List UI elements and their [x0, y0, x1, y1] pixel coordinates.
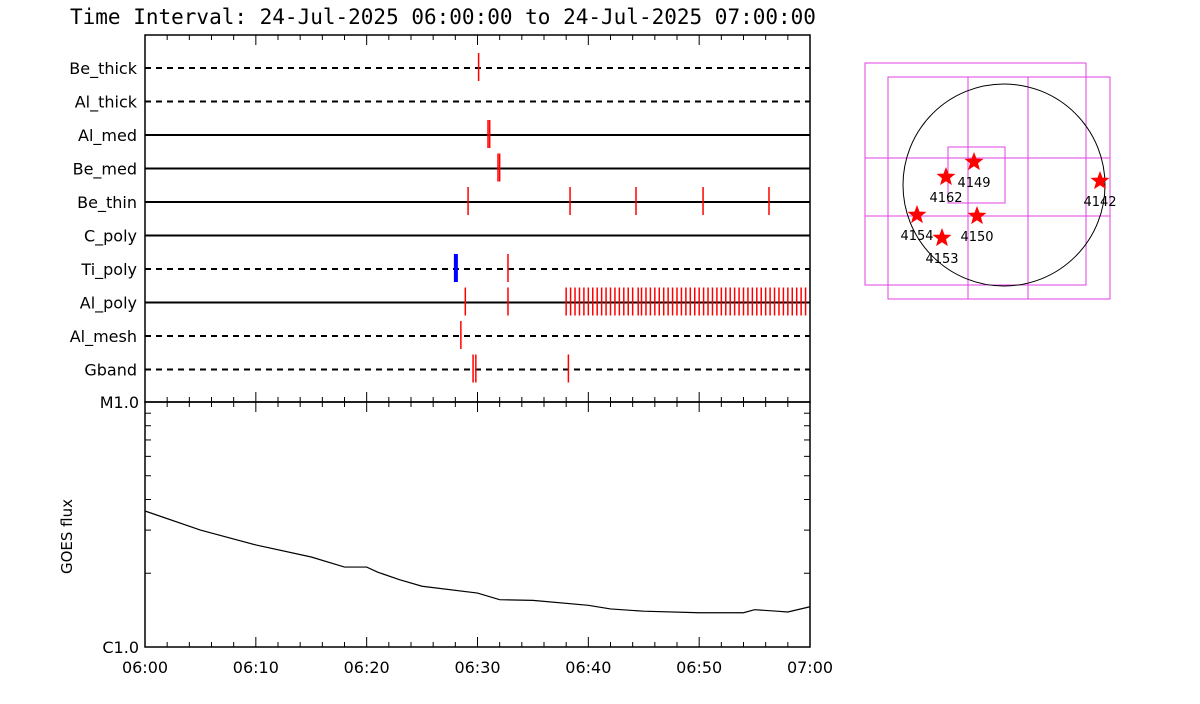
region-star [932, 228, 952, 247]
x-tick-label: 07:00 [787, 658, 833, 677]
x-tick-label: 06:10 [233, 658, 279, 677]
row-label: Al_med [78, 126, 137, 146]
row-label: Gband [84, 361, 137, 380]
row-label: C_poly [84, 227, 137, 247]
plot-frame [144, 34, 811, 403]
row-label: Al_mesh [70, 327, 137, 347]
y-tick-label: C1.0 [102, 638, 139, 657]
x-tick-label: 06:20 [344, 658, 390, 677]
region-label: 4142 [1083, 195, 1116, 210]
sun-map [864, 62, 1111, 300]
y-axis-label: GOES flux [58, 499, 76, 574]
solar-limb [902, 83, 1106, 287]
plot-frame [144, 401, 811, 648]
fov-box [864, 62, 1087, 286]
x-tick-label: 06:50 [676, 658, 722, 677]
region-label: 4153 [925, 252, 958, 267]
chart-title: Time Interval: 24-Jul-2025 06:00:00 to 2… [70, 5, 816, 29]
region-star [967, 206, 987, 225]
row-label: Be_thin [77, 193, 137, 213]
region-label: 4154 [900, 229, 933, 244]
region-star [1090, 171, 1110, 190]
goes-line [144, 510, 811, 614]
x-tick-label: 06:30 [454, 658, 500, 677]
y-tick-label: M1.0 [100, 393, 139, 412]
row-label: Be_thick [69, 59, 137, 79]
region-star [964, 152, 984, 171]
fov-box [887, 76, 1111, 300]
region-star [936, 167, 956, 186]
row-label: Ti_poly [80, 260, 137, 280]
region-star [907, 205, 927, 224]
row-label: Al_thick [75, 93, 138, 113]
region-label: 4162 [929, 191, 962, 206]
row-label: Be_med [73, 160, 137, 180]
region-label: 4150 [960, 230, 993, 245]
region-label: 4149 [957, 176, 990, 191]
x-tick-label: 06:00 [122, 658, 168, 677]
x-tick-label: 06:40 [565, 658, 611, 677]
row-label: Al_poly [80, 294, 137, 314]
